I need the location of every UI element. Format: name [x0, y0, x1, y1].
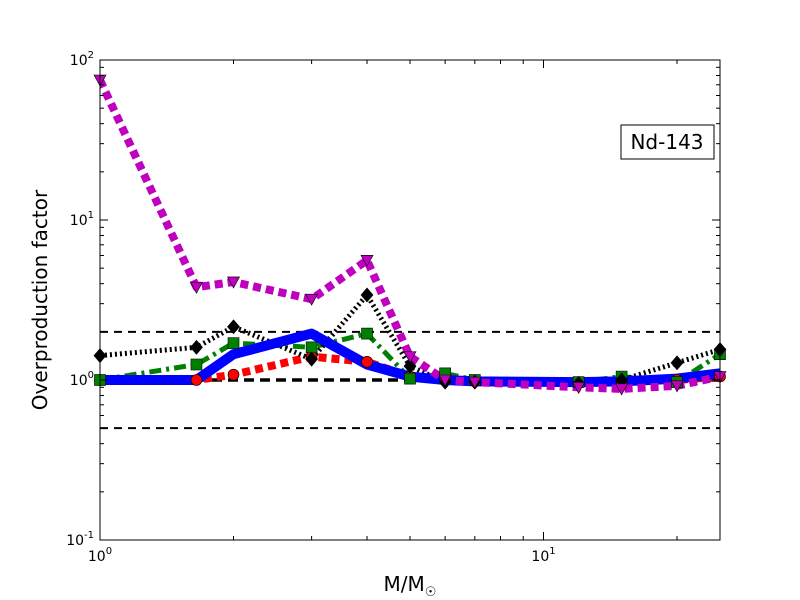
data-point	[670, 355, 684, 371]
data-point	[615, 383, 629, 396]
data-point	[227, 319, 240, 335]
data-point	[438, 374, 452, 387]
data-point	[227, 368, 240, 381]
x-tick-label: 101	[531, 546, 555, 565]
series-lines	[100, 78, 720, 393]
x-tick-label: 100	[88, 546, 112, 565]
data-point	[361, 327, 373, 340]
data-point	[305, 293, 319, 306]
data-point	[190, 339, 203, 355]
data-point	[404, 372, 416, 385]
x-axis: 100 101	[88, 60, 678, 565]
data-point	[190, 374, 203, 386]
data-point	[305, 351, 319, 367]
data-point	[361, 355, 373, 368]
x-axis-label-subscript: ☉	[425, 585, 437, 600]
data-point	[468, 376, 482, 389]
y-tick-label: 101	[70, 210, 94, 229]
data-point	[403, 351, 417, 364]
x-axis-label-main: M/M	[384, 572, 425, 596]
data-point	[305, 341, 318, 354]
y-tick-label: 102	[70, 50, 94, 69]
data-point	[360, 287, 374, 303]
data-point	[190, 358, 203, 371]
data-point	[189, 281, 203, 294]
y-tick-label: 10-1	[66, 530, 94, 549]
annotation-label: Nd-143	[630, 130, 703, 154]
data-point	[403, 358, 417, 374]
data-point	[572, 382, 586, 394]
y-tick-label: 100	[70, 370, 94, 389]
series-line-4	[100, 78, 720, 393]
data-point	[227, 337, 240, 349]
data-point	[360, 254, 374, 267]
data-point	[227, 276, 241, 289]
x-axis-label: M/M☉	[384, 572, 437, 600]
y-axis: 10-1 100 101 102	[66, 50, 720, 549]
series-line-3	[100, 328, 720, 388]
annotation-frame	[620, 124, 715, 160]
annotation-box: Nd-143	[620, 124, 715, 160]
data-point	[670, 380, 684, 393]
y-axis-label: Overproduction factor	[28, 189, 52, 410]
plot-background	[100, 60, 720, 540]
